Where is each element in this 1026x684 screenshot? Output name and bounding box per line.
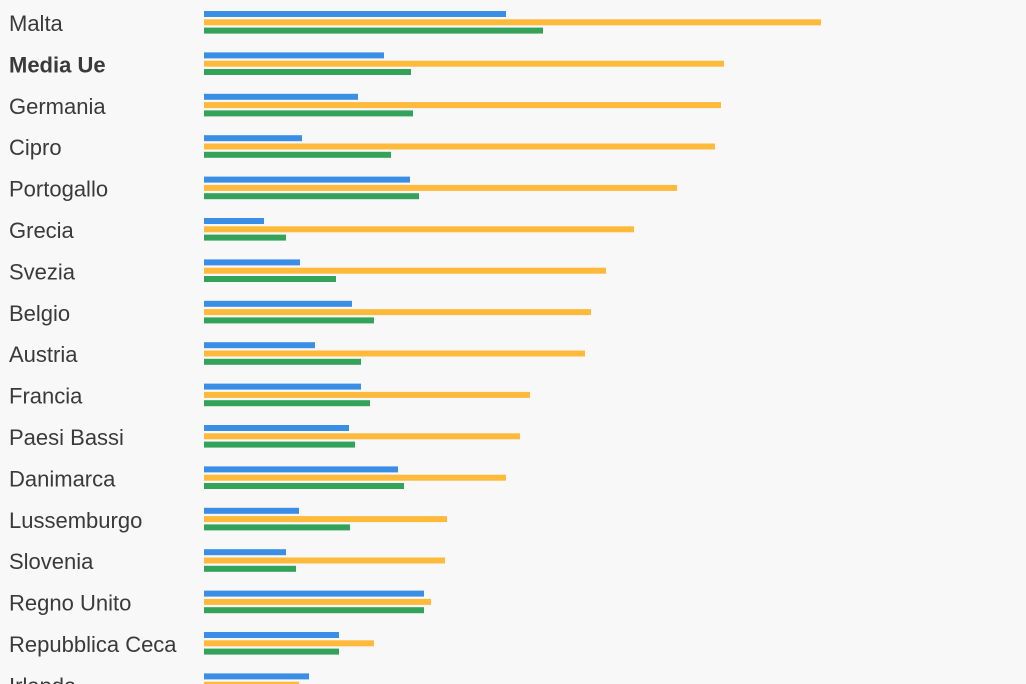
bar-series-2 [204,474,506,481]
bar-series-2 [204,19,821,26]
category-label: Cipro [9,135,62,160]
bar-series-1 [204,549,286,556]
bar-series-1 [204,673,309,680]
bar-series-3 [204,234,286,241]
bar-series-2 [204,226,634,233]
bar-series-2 [204,433,520,440]
category-label: Germania [9,94,106,119]
bar-series-1 [204,425,349,431]
category-label: Media Ue [9,52,106,77]
bar-series-3 [204,69,411,75]
bar-series-2 [204,598,431,605]
category-label: Portogallo [9,177,108,202]
bar-series-1 [204,259,300,266]
bar-series-2 [204,391,530,398]
category-label: Repubblica Ceca [9,632,177,657]
bar-series-3 [204,400,370,407]
bar-series-2 [204,60,724,67]
bar-series-1 [204,383,361,390]
category-label: Danimarca [9,466,116,491]
bar-series-2 [204,102,721,109]
category-label: Paesi Bassi [9,425,124,450]
bar-series-3 [204,483,404,489]
bar-series-3 [204,276,336,282]
bar-series-1 [204,52,384,59]
bar-series-1 [204,590,424,597]
bar-series-1 [204,466,398,473]
bar-series-3 [204,110,413,117]
bar-series-1 [204,342,315,349]
bar-series-1 [204,632,339,638]
bar-series-1 [204,507,299,514]
category-label: Austria [9,342,78,367]
bar-series-1 [204,176,410,183]
bar-series-2 [204,640,374,647]
bar-series-3 [204,27,543,34]
bar-series-3 [204,648,339,655]
category-label: Belgio [9,301,70,326]
bar-series-3 [204,317,374,324]
category-label: Lussemburgo [9,508,142,533]
bar-series-3 [204,441,355,448]
category-label: Francia [9,384,83,409]
bar-series-3 [204,193,419,200]
bar-series-3 [204,607,424,614]
bar-series-2 [204,184,677,191]
bar-series-1 [204,300,352,307]
bar-series-2 [204,309,591,316]
category-label: Slovenia [9,549,94,574]
bar-series-2 [204,350,585,357]
bar-series-3 [204,151,391,158]
bar-series-3 [204,524,350,531]
bar-series-1 [204,11,506,17]
bar-series-1 [204,218,264,224]
bar-series-2 [204,516,447,523]
bar-series-1 [204,93,358,100]
bar-series-3 [204,358,361,365]
category-label: Svezia [9,259,76,284]
bar-series-3 [204,565,296,572]
category-label: Irlanda [9,673,77,684]
bar-series-1 [204,135,302,142]
category-label: Regno Unito [9,591,131,616]
category-label: Malta [9,11,64,36]
bar-series-2 [204,267,606,274]
category-label: Grecia [9,218,75,243]
bar-series-2 [204,681,299,684]
bar-series-2 [204,557,445,564]
bar-series-2 [204,143,715,150]
